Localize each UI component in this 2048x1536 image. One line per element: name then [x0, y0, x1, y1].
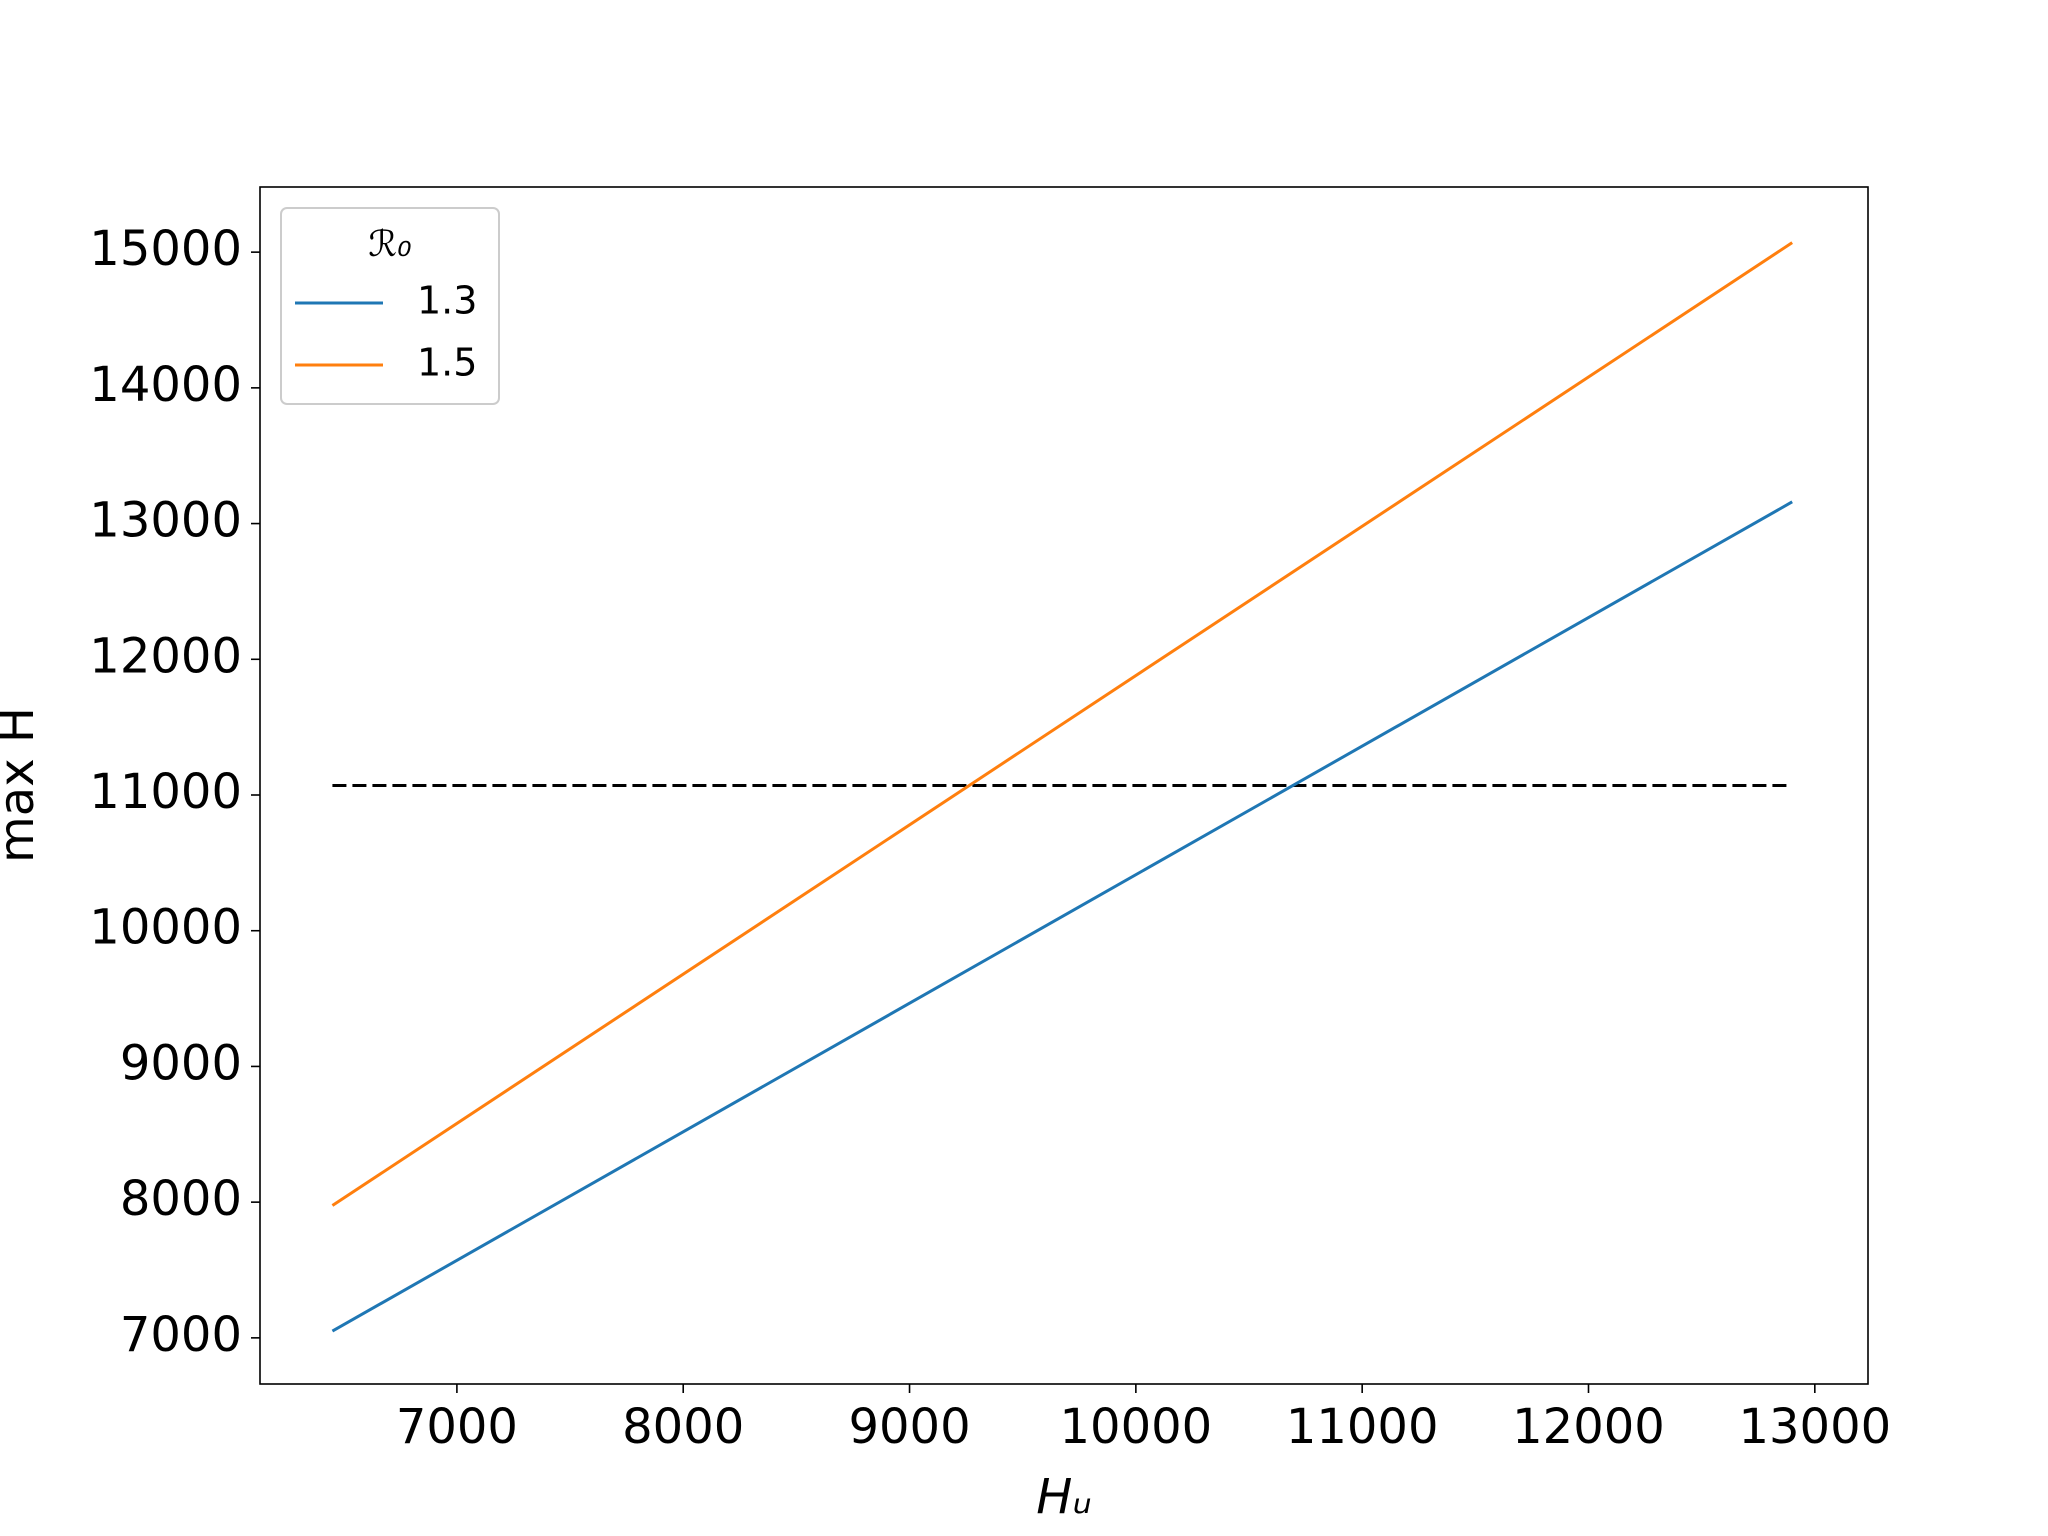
legend-label: 1.5: [417, 341, 477, 385]
y-tick-label: 15000: [89, 221, 242, 277]
y-tick-label: 7000: [120, 1307, 242, 1363]
y-tick-label: 9000: [120, 1035, 242, 1091]
y-tick-label: 8000: [120, 1171, 242, 1227]
line-series: [331, 241, 1794, 1207]
legend-box: [280, 207, 500, 405]
x-axis-label: Hᵤ: [1036, 1469, 1092, 1525]
y-tick-label: 12000: [89, 628, 242, 684]
x-tick-label: 10000: [1060, 1399, 1213, 1455]
y-tick-label: 11000: [89, 764, 242, 820]
y-axis-label: max H: [0, 707, 45, 863]
x-tick-label: 7000: [396, 1399, 518, 1455]
legend-title: ℛ₀: [368, 224, 411, 265]
x-tick-label: 9000: [848, 1399, 970, 1455]
y-tick-label: 10000: [89, 900, 242, 956]
x-tick-label: 12000: [1512, 1399, 1665, 1455]
x-tick-label: 13000: [1738, 1399, 1891, 1455]
x-tick-label: 11000: [1286, 1399, 1439, 1455]
plot-area: [259, 186, 1869, 1385]
line-series: [331, 500, 1793, 1333]
x-tick-label: 8000: [622, 1399, 744, 1455]
y-tick-label: 13000: [89, 493, 242, 549]
legend-label: 1.3: [417, 279, 477, 323]
y-tick-label: 14000: [89, 357, 242, 413]
